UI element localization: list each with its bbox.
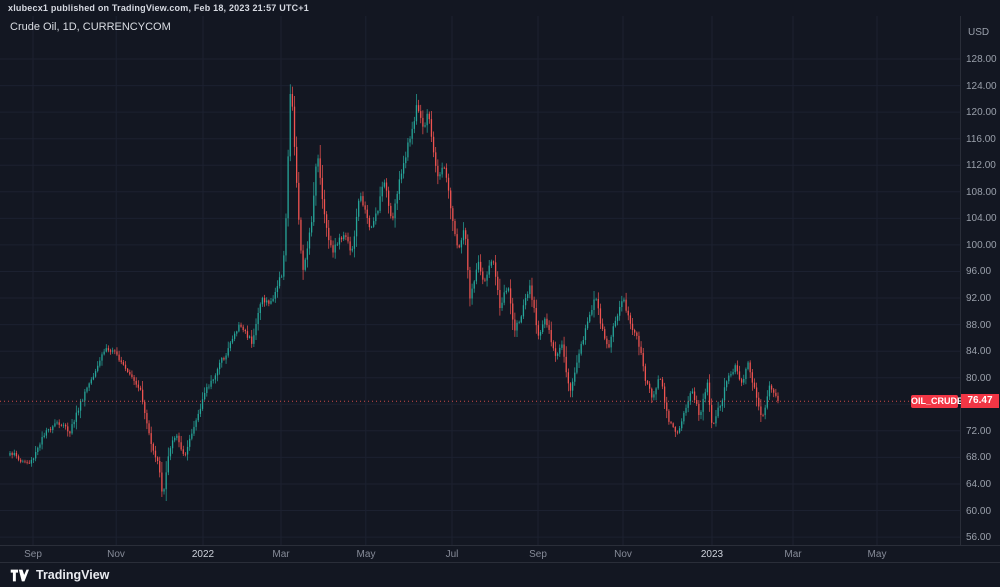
price-tick-label: 72.00 xyxy=(966,426,992,437)
footer-brand-text: TradingView xyxy=(36,568,110,582)
price-tick-label: 60.00 xyxy=(966,506,992,517)
price-tick-label: 64.00 xyxy=(966,479,992,490)
time-tick-month-label: May xyxy=(356,549,376,560)
price-tick-label: 108.00 xyxy=(966,187,997,198)
time-tick-month-label: Nov xyxy=(107,549,125,560)
time-axis[interactable]: Sep Nov 2022 Mar May Jul Sep Nov 2023 Mar May xyxy=(0,545,1000,563)
price-tick-label: 96.00 xyxy=(966,266,992,277)
time-tick-month-label: May xyxy=(867,549,887,560)
price-tick-label: 124.00 xyxy=(966,81,997,92)
price-tick-label: 112.00 xyxy=(966,160,996,171)
time-tick-month-label: Mar xyxy=(272,549,290,560)
chart-legend: Crude Oil, 1D, CURRENCYCOM xyxy=(10,21,171,33)
price-axis[interactable]: USD 128.00 124.00 120.00 116.00 112.00 108.00… xyxy=(960,16,1000,545)
price-tick-label: 120.00 xyxy=(966,107,997,118)
tradingview-logo-icon xyxy=(10,568,29,583)
time-tick-month-label: Nov xyxy=(614,549,632,560)
price-tick-label: 116.00 xyxy=(966,134,996,145)
currency-label: USD xyxy=(968,27,990,38)
time-tick-month-label: Mar xyxy=(784,549,802,560)
chart-area[interactable] xyxy=(0,16,960,545)
publish-info-bar: xlubecx1 published on TradingView.com, F… xyxy=(8,3,309,13)
price-tick-label: 128.00 xyxy=(966,54,997,65)
price-tick-label: 88.00 xyxy=(966,320,992,331)
price-tick-label: 56.00 xyxy=(966,532,992,543)
footer-bar: TradingView xyxy=(0,562,1000,587)
last-price-badge: 76.47 xyxy=(961,394,999,408)
time-tick-year-label: 2023 xyxy=(700,549,724,560)
time-tick-month-label: Jul xyxy=(445,549,459,560)
time-tick-month-label: Sep xyxy=(529,549,547,560)
time-tick-year-label: 2022 xyxy=(191,549,215,560)
price-tick-label: 104.00 xyxy=(966,213,997,224)
price-tick-label: 84.00 xyxy=(966,346,992,357)
symbol-price-label-badge: OIL_CRUDE xyxy=(911,395,964,408)
candlestick-chart[interactable] xyxy=(0,16,960,545)
price-tick-label: 100.00 xyxy=(966,240,997,251)
price-tick-label: 68.00 xyxy=(966,452,992,463)
price-tick-label: 92.00 xyxy=(966,293,992,304)
price-tick-label: 80.00 xyxy=(966,373,992,384)
time-tick-month-label: Sep xyxy=(24,549,42,560)
